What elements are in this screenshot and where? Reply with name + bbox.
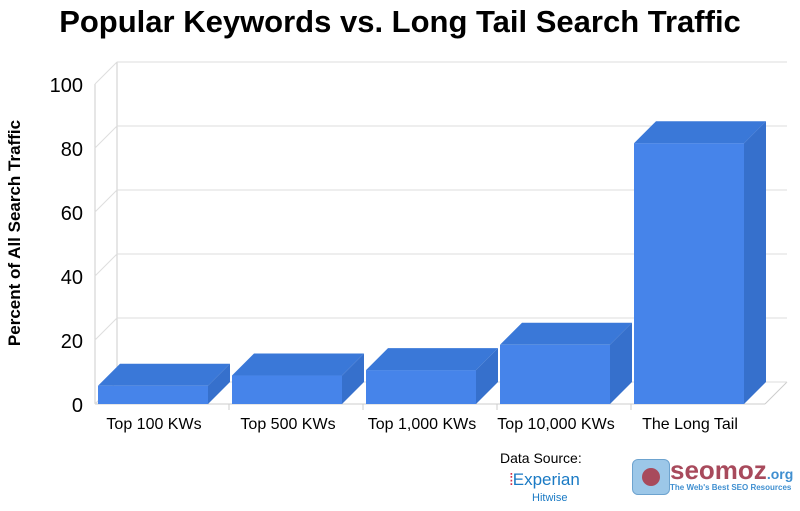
floor-right-edge	[764, 381, 788, 405]
gridline-diag	[94, 125, 118, 149]
bar-side	[610, 322, 632, 404]
y-tick-label: 20	[61, 331, 83, 353]
bar-front	[500, 344, 610, 404]
x-tick-label: Top 500 KWs	[240, 416, 335, 433]
bar-front	[366, 370, 476, 404]
seomoz-logo: seomoz.org	[670, 455, 794, 485]
hitwise-label: Hitwise	[532, 492, 568, 504]
bar-top	[98, 363, 230, 386]
bar-side	[208, 363, 230, 404]
bar-side	[476, 348, 498, 404]
x-tick-label: The Long Tail	[642, 416, 738, 433]
bar-top	[500, 322, 632, 345]
gridline-diag	[94, 253, 118, 277]
chart-title: Popular Keywords vs. Long Tail Search Tr…	[59, 4, 741, 39]
x-tick-label: Top 100 KWs	[106, 416, 201, 433]
gridline-diag	[94, 61, 118, 85]
y-tick-label: 60	[61, 203, 83, 225]
x-tick-label: Top 1,000 KWs	[368, 416, 477, 433]
y-tick-label: 80	[61, 139, 83, 161]
y-tick-label: 100	[50, 75, 83, 97]
y-tick-label: 0	[72, 395, 83, 417]
bar-side	[342, 353, 364, 404]
seomoz-tagline: The Web's Best SEO Resources	[670, 483, 792, 492]
bar-top	[634, 121, 766, 144]
bar-side	[744, 121, 766, 404]
x-tick-label: Top 10,000 KWs	[497, 416, 614, 433]
experian-logo: ⁞Experian	[509, 470, 580, 489]
bar-front	[634, 143, 744, 404]
gridline-diag	[94, 189, 118, 213]
bar-top	[232, 353, 364, 376]
y-axis-label: Percent of All Search Traffic	[5, 120, 24, 346]
y-tick-label: 40	[61, 267, 83, 289]
bar-front	[98, 385, 208, 404]
data-source-label: Data Source:	[500, 450, 582, 466]
bar-top	[366, 348, 498, 371]
gridline-diag	[94, 317, 118, 341]
seomoz-logo-icon	[632, 459, 670, 495]
bar-front	[232, 375, 342, 404]
